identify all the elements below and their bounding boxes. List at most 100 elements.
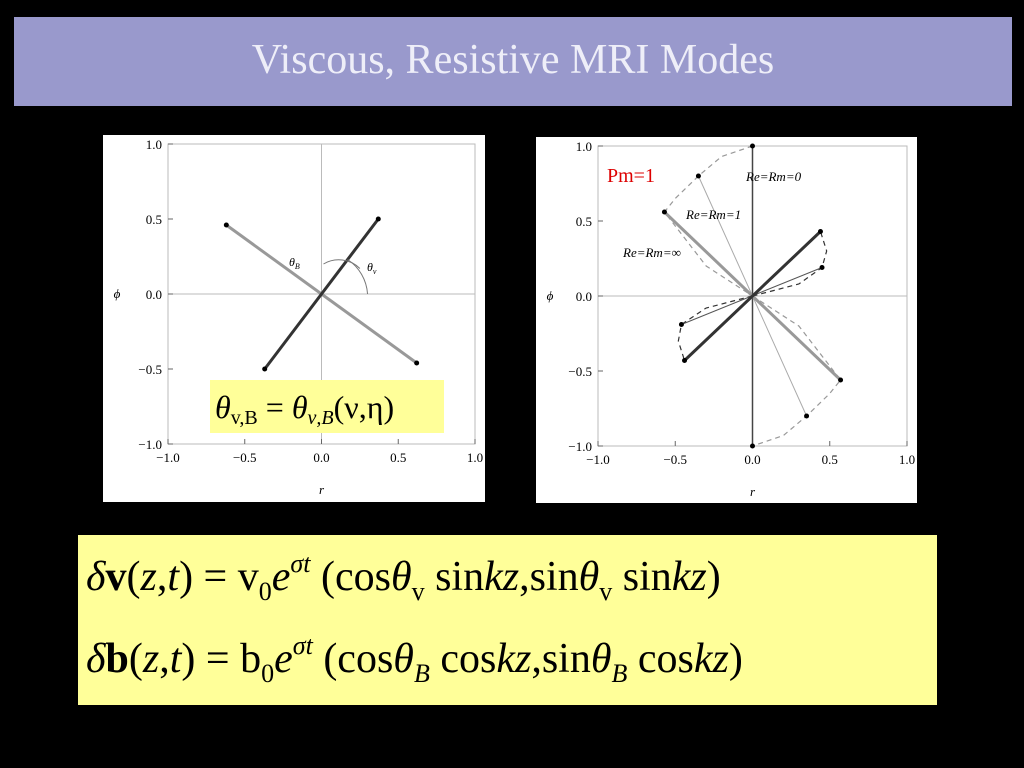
equation-part: θ (215, 389, 231, 425)
annotation: Re=Rm=∞ (622, 245, 681, 260)
equation: δb(z,t) = b0eσt (cosθB coskz,sinθB coskz… (86, 631, 743, 689)
x-tick-label: −1.0 (156, 450, 180, 465)
equation-box: δv(z,t) = v0eσt (cosθv sinkz,sinθv sinkz… (78, 535, 937, 705)
x-tick-label: 1.0 (899, 452, 915, 467)
y-axis-label: ϕ (114, 286, 121, 301)
equation-part: ( (128, 636, 143, 682)
point (695, 173, 701, 179)
equation-part: (cos (310, 554, 391, 600)
point (414, 360, 420, 366)
equation-part: σt (290, 549, 311, 578)
equation-part: z (140, 554, 157, 600)
series-line (752, 295, 842, 447)
equation-part: θ (578, 554, 600, 600)
equation-part: θ (390, 554, 412, 600)
equation-part: cos (429, 636, 497, 682)
y-tick-label: 1.0 (146, 137, 162, 152)
angle-arc (347, 259, 369, 295)
equation-part: sin (612, 554, 672, 600)
annotation: θB (289, 255, 300, 271)
equation-part: ,sin (531, 636, 591, 682)
equation-part: (ν,η) (334, 389, 395, 425)
equation-part: θ (393, 636, 414, 682)
equation-part: 0 (261, 659, 275, 688)
chart-panel: −1.0 −0.5 0.0 0.5 1.0 −1.0 −0.5 0.0 0.5 1.0 r ϕ Pm=1… (536, 137, 917, 503)
equation-part: δ (86, 554, 106, 600)
equation-part: θ (590, 636, 612, 682)
equation-part: B (413, 659, 430, 688)
equation: θv,B = θν,B(ν,η) (215, 389, 394, 429)
equation-part: , (159, 636, 170, 682)
equation-part: t (169, 636, 182, 682)
x-tick-label: −0.5 (233, 450, 257, 465)
x-tick-label: 0.5 (390, 450, 406, 465)
equation-part: ) (706, 554, 721, 600)
equation-part: ν,B (308, 407, 334, 429)
equation-part: cos (627, 636, 694, 682)
x-tick-label: 1.0 (467, 450, 483, 465)
point (819, 265, 825, 270)
y-tick-label: −1.0 (568, 439, 592, 454)
point (817, 229, 823, 234)
equation-part: z (142, 636, 160, 682)
equation-part: v (599, 577, 613, 606)
equation-part: ( (126, 554, 141, 600)
y-tick-label: 0.0 (146, 287, 162, 302)
annotation-text: θ (367, 260, 373, 274)
point (750, 443, 755, 449)
x-tick-label: 0.5 (822, 452, 838, 467)
equation-part: e (274, 636, 293, 682)
point (682, 358, 688, 363)
equation-part: b (105, 636, 129, 682)
equation-part: B (611, 659, 628, 688)
annotation: Pm=1 (607, 165, 655, 187)
annotation-sub: B (295, 262, 300, 271)
series-line (663, 145, 753, 297)
equation-part: kz (693, 636, 729, 682)
point (262, 366, 268, 372)
equation-part: , (156, 554, 168, 600)
x-axis-label: r (319, 482, 325, 497)
annotation: Re=Rm=1 (685, 207, 741, 222)
equation: δv(z,t) = v0eσt (cosθv sinkz,sinθv sinkz… (86, 549, 721, 607)
point (661, 209, 667, 215)
equation-part: v (105, 554, 127, 600)
equation-part: v (411, 577, 425, 606)
equation-box (210, 380, 444, 433)
equation-part: ) = v (179, 554, 259, 600)
y-tick-label: 0.5 (576, 214, 592, 229)
series-line (677, 295, 753, 361)
y-axis-label: ϕ (547, 288, 554, 303)
x-tick-label: 0.0 (313, 450, 329, 465)
equation-part: σt (292, 631, 313, 660)
y-tick-label: 1.0 (576, 139, 592, 154)
slide-title: Viscous, Resistive MRI Modes (14, 17, 1012, 106)
y-tick-label: 0.0 (576, 289, 592, 304)
equation-part: θ (292, 389, 308, 425)
point (375, 216, 381, 222)
chart: −1.0 −0.5 0.0 0.5 1.0 −1.0 −0.5 0.0 0.5 1.0 r ϕ Pm=1… (547, 139, 915, 499)
equation-part: kz (484, 554, 520, 600)
equation-part: sin (424, 554, 485, 600)
equation-part: = (258, 389, 292, 425)
equation-part: (cos (312, 636, 394, 682)
annotation-text: θ (289, 255, 295, 269)
angle-arc (323, 259, 361, 269)
x-tick-label: 0.0 (744, 452, 760, 467)
y-tick-label: −1.0 (138, 437, 162, 452)
equation-part: t (167, 554, 180, 600)
point (223, 222, 229, 228)
y-tick-label: −0.5 (138, 362, 162, 377)
annotation: Re=Rm=0 (745, 169, 802, 184)
equation-part: ) (728, 636, 743, 682)
equation-part: ) = b (181, 636, 262, 682)
equation-part: kz (671, 554, 707, 600)
x-axis-label: r (750, 484, 756, 499)
equation-part: e (271, 554, 291, 600)
series-line (263, 218, 380, 370)
point (750, 143, 755, 149)
annotation: θv (367, 260, 377, 276)
annotation-sub: v (373, 267, 377, 276)
